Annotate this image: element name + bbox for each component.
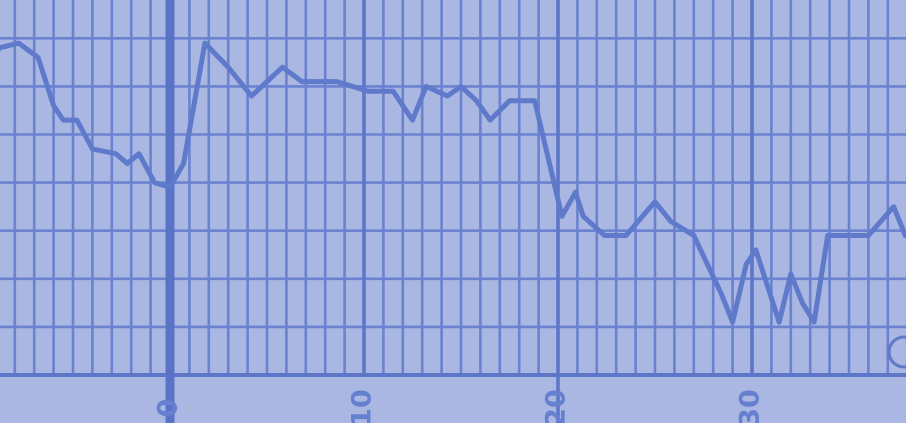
tick-labels: 90010203040506070	[153, 389, 766, 423]
trace-layer	[0, 40, 906, 325]
circle-marker-icon	[887, 335, 906, 369]
x-tick-label: 20	[541, 389, 572, 423]
series-line-0	[0, 40, 906, 325]
x-tick-label: 30	[735, 389, 766, 423]
x-tick-label: 0	[153, 399, 184, 418]
x-tick-label: 10	[347, 389, 378, 423]
